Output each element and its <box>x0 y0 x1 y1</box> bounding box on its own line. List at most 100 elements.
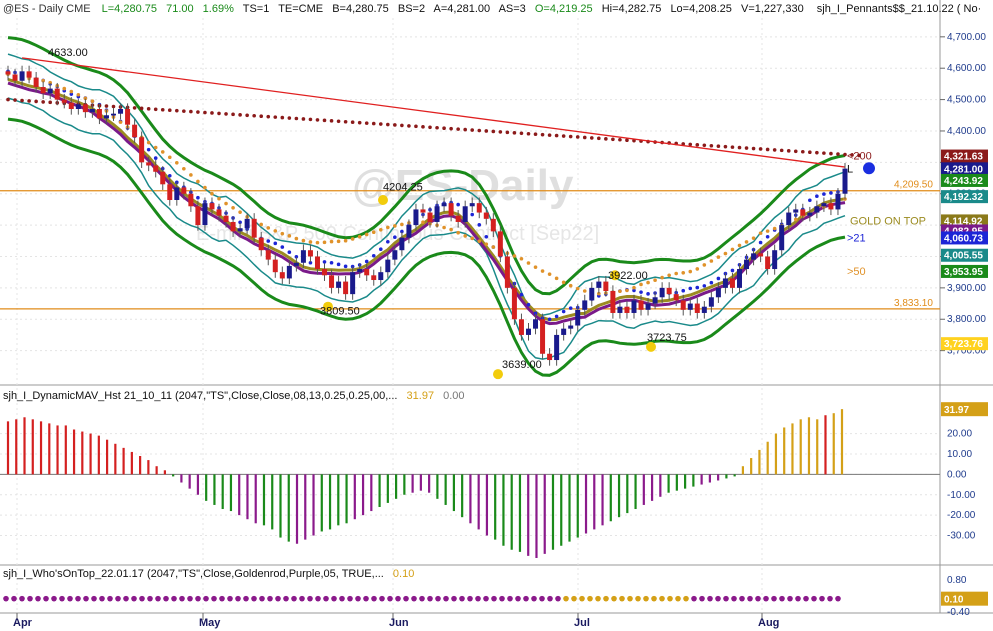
oscillator-value: 31.97 <box>407 390 435 402</box>
candle-up <box>568 325 574 329</box>
ema50-dot <box>442 225 446 230</box>
ema50-dot <box>280 231 285 236</box>
ema50-dot <box>625 288 629 293</box>
ema21-dot <box>765 234 770 239</box>
wot-dot <box>107 595 113 602</box>
ema50-dot <box>400 222 404 227</box>
ema50-dot <box>639 282 643 287</box>
pivot-dot <box>493 369 503 380</box>
ema21-dot <box>153 156 158 160</box>
candle-down <box>230 221 236 232</box>
candle-down <box>420 209 426 213</box>
sma200-dot <box>259 114 264 119</box>
wot-dot <box>3 595 9 602</box>
sma200-dot <box>808 150 812 155</box>
header-symbol: @ES - Daily CME <box>3 3 91 15</box>
sma200-dot <box>765 147 770 152</box>
candle-up <box>596 281 602 288</box>
price-tick-label: 3,900.00 <box>947 283 986 294</box>
header-pct: 1.69% <box>203 3 234 15</box>
candle-up <box>779 225 785 251</box>
candle-up <box>118 109 124 114</box>
candle-down <box>26 71 32 78</box>
header-te: TE=CME <box>278 3 323 15</box>
level-label: 4,209.50 <box>894 180 933 191</box>
ema50-dot <box>540 269 545 273</box>
candle-down <box>314 256 320 270</box>
wot-dot <box>651 595 657 602</box>
candle-down <box>483 212 489 219</box>
candle-down <box>680 300 686 310</box>
wot-dot <box>355 595 361 602</box>
wot-dot <box>779 595 785 602</box>
ema21-dot <box>364 259 369 264</box>
candle-up <box>202 203 208 226</box>
sma200-dot <box>723 144 728 149</box>
candle-down <box>603 281 609 291</box>
wot-dot <box>523 595 529 602</box>
candle-down <box>12 74 18 81</box>
sma200-dot <box>491 129 496 134</box>
ema21-dot <box>146 147 151 152</box>
header-bs: BS=2 <box>398 3 425 15</box>
sma200-dot <box>618 137 622 142</box>
ema21-dot <box>322 260 327 264</box>
whos-on-top-value: 0.10 <box>393 568 414 580</box>
ema21-dot <box>69 92 74 96</box>
ema21-dot <box>343 264 348 269</box>
ema21-dot <box>167 173 172 178</box>
ema50-dot <box>189 173 193 177</box>
wot-dot <box>131 595 137 602</box>
ema50-dot <box>793 217 798 222</box>
ema50-dot <box>196 179 200 184</box>
ema21-dot <box>519 292 524 297</box>
sma200-dot <box>442 126 446 131</box>
sma200-dot <box>301 117 306 121</box>
ema21-dot <box>393 235 397 240</box>
wot-dot <box>195 595 201 602</box>
candle-down <box>139 137 145 163</box>
wot-dot <box>571 595 577 602</box>
candle-up <box>744 259 750 270</box>
wot-dot <box>59 595 65 602</box>
sma200-dot <box>772 148 777 152</box>
wot-dot <box>67 595 73 602</box>
candle-up <box>434 206 440 222</box>
ema50-dot <box>308 240 313 244</box>
candle-up <box>617 306 623 313</box>
candle-down <box>364 269 370 276</box>
value-tag <box>941 162 988 176</box>
wot-dot <box>635 595 641 602</box>
wot-tick-label: 0.80 <box>947 575 967 586</box>
oscillator-title: sjh_I_DynamicMAV_Hst 21_10_11 (2047,"TS"… <box>3 390 397 402</box>
ema50-dot <box>371 230 376 234</box>
sma200-dot <box>505 130 510 135</box>
candle-down <box>279 272 285 279</box>
candle-up <box>631 300 637 313</box>
wot-dot <box>403 595 409 602</box>
time-tick-label: Apr <box>13 617 33 629</box>
ema50-dot <box>329 239 334 244</box>
ema21-dot <box>730 268 735 273</box>
candle-down <box>694 303 700 313</box>
sma200-dot <box>41 100 45 104</box>
sma200-dot <box>329 119 334 123</box>
candle-down <box>540 319 546 354</box>
candle-up <box>575 309 581 326</box>
ema50-dot <box>709 259 714 263</box>
ema50-dot <box>449 227 453 232</box>
sma200-dot <box>189 109 193 114</box>
ema50-dot <box>737 243 742 248</box>
sma200-dot <box>153 107 158 112</box>
wot-dot <box>83 595 89 602</box>
time-axis: Apr May Jun Jul Aug <box>13 613 779 629</box>
sma200-dot <box>857 153 861 158</box>
sma200-dot <box>386 122 390 127</box>
ema50-dot <box>364 232 369 237</box>
wot-dot <box>507 595 513 602</box>
time-tick-label: Aug <box>758 617 779 629</box>
value-tag-label: 3,723.76 <box>944 339 983 350</box>
sma200-dot <box>470 128 475 132</box>
candle-down <box>371 275 377 281</box>
sma200-dot <box>709 143 714 148</box>
